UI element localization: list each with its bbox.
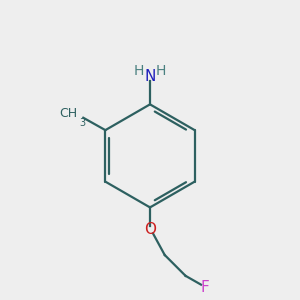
Text: O: O (144, 222, 156, 237)
Text: CH: CH (59, 107, 77, 120)
Text: F: F (200, 280, 209, 295)
Text: 3: 3 (79, 118, 85, 128)
Text: H: H (156, 64, 166, 78)
Text: N: N (144, 69, 156, 84)
Text: H: H (134, 64, 144, 78)
